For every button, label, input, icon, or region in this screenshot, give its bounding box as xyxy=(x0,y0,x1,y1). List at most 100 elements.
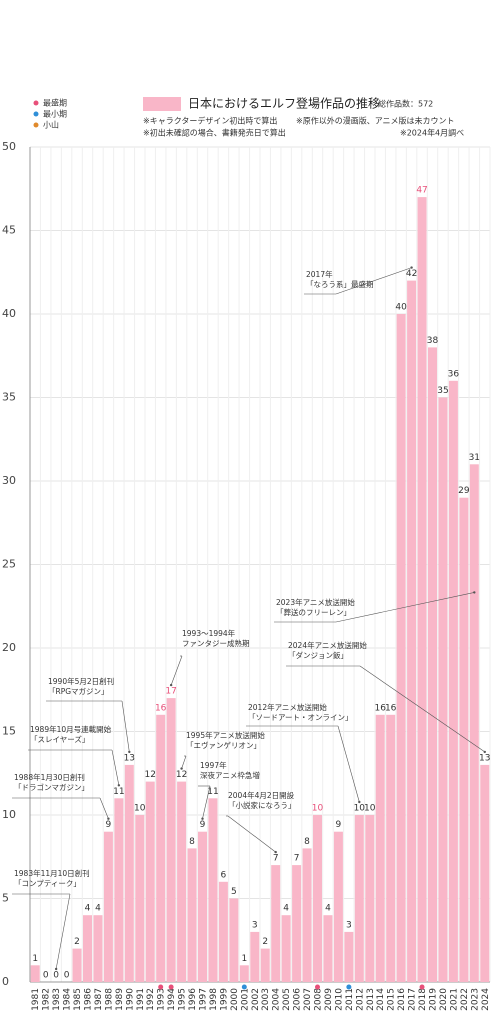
value-label: 10 xyxy=(134,804,146,814)
bar xyxy=(407,280,417,983)
x-tick-label: 2007 xyxy=(303,988,313,1011)
value-label: 12 xyxy=(176,770,187,780)
legend-label: 最小期 xyxy=(43,110,67,119)
annotation-pointer xyxy=(337,725,360,803)
y-tick-label: 15 xyxy=(2,725,16,738)
bar xyxy=(344,931,354,982)
pointer-head xyxy=(128,750,131,754)
x-tick-label: 2021 xyxy=(449,988,459,1011)
x-tick-label: 2008 xyxy=(314,988,324,1011)
value-label: 36 xyxy=(448,369,460,379)
value-label: 29 xyxy=(458,486,470,496)
bar xyxy=(208,798,218,982)
y-tick-label: 25 xyxy=(2,558,16,571)
bar xyxy=(145,781,155,982)
bar xyxy=(229,898,239,982)
x-tick-label: 1989 xyxy=(115,988,125,1011)
value-label: 9 xyxy=(106,820,112,830)
x-tick-label: 2015 xyxy=(387,988,397,1011)
title-swatch xyxy=(143,97,181,111)
bar xyxy=(292,865,302,982)
value-label: 0 xyxy=(64,971,70,981)
annotation-pointer xyxy=(202,785,211,819)
pointer-head xyxy=(473,591,476,594)
note: ※初出未確認の場合、書籍発売日で算出 xyxy=(143,128,286,138)
value-label: 47 xyxy=(416,186,427,196)
value-label: 4 xyxy=(85,904,91,914)
x-tick-label: 2022 xyxy=(460,988,470,1011)
legend-swatch xyxy=(33,111,39,117)
marker xyxy=(168,984,174,990)
x-tick-label: 2002 xyxy=(251,988,261,1011)
x-tick-label: 2000 xyxy=(230,988,240,1011)
y-tick-label: 35 xyxy=(2,391,16,404)
y-tick-label: 40 xyxy=(2,307,16,320)
pointer-head xyxy=(54,967,58,971)
value-label: 0 xyxy=(53,971,59,981)
annotation: ファンタジー成熟期 xyxy=(182,638,250,648)
bar xyxy=(218,881,228,982)
x-tick-label: 1982 xyxy=(42,988,52,1011)
x-tick-label: 1984 xyxy=(63,988,73,1011)
annotation: 「なろう系」最盛期 xyxy=(306,279,374,289)
bar xyxy=(469,464,479,982)
pointer-head xyxy=(180,767,183,770)
pointer-head xyxy=(410,266,413,269)
value-label: 31 xyxy=(469,453,480,463)
annotation: 2023年アニメ放送開始 xyxy=(276,597,355,607)
annotation-pointer xyxy=(111,749,120,786)
x-tick-label: 1983 xyxy=(52,988,62,1011)
x-tick-label: 1993 xyxy=(157,988,167,1011)
bar xyxy=(459,497,469,982)
x-tick-label: 1994 xyxy=(167,988,177,1011)
value-label: 4 xyxy=(95,904,101,914)
value-label: 9 xyxy=(336,820,342,830)
marker xyxy=(346,984,352,990)
annotation: 1993〜1994年 xyxy=(182,628,236,638)
bar xyxy=(187,848,197,982)
annotation: 1995年アニメ放送開始 xyxy=(186,730,265,740)
x-tick-label: 2005 xyxy=(282,988,292,1011)
x-tick-label: 2011 xyxy=(345,988,355,1011)
annotation: 「コンプティーク」 xyxy=(14,879,81,888)
bar xyxy=(177,781,187,982)
x-tick-label: 2020 xyxy=(439,988,449,1011)
bar xyxy=(166,698,176,982)
bar xyxy=(72,948,82,982)
y-tick-label: 0 xyxy=(2,975,9,988)
x-tick-label: 1990 xyxy=(125,988,135,1011)
y-tick-label: 50 xyxy=(2,140,16,153)
bar xyxy=(93,915,103,982)
x-tick-label: 2024 xyxy=(481,988,491,1011)
marker xyxy=(241,984,247,990)
value-label: 11 xyxy=(207,787,218,797)
annotation-pointer xyxy=(121,700,130,752)
bar xyxy=(480,764,490,982)
annotation: 2004年4月2日開設 xyxy=(228,790,295,800)
x-tick-label: 2003 xyxy=(261,988,271,1011)
value-label: 1 xyxy=(32,954,38,964)
x-tick-label: 1992 xyxy=(146,988,156,1011)
bar xyxy=(239,965,249,982)
bar xyxy=(354,815,364,982)
bar xyxy=(438,397,448,982)
x-tick-label: 2023 xyxy=(470,988,480,1011)
bar xyxy=(375,714,385,982)
x-tick-label: 1995 xyxy=(178,988,188,1011)
note: ※キャラクターデザイン初出時で算出 xyxy=(143,116,277,126)
bar xyxy=(103,831,113,982)
value-label: 7 xyxy=(294,854,300,864)
annotation: 1988年1月30日創刊 xyxy=(14,772,85,782)
bar xyxy=(83,915,92,982)
value-label: 10 xyxy=(364,804,376,814)
x-tick-label: 1988 xyxy=(104,988,114,1011)
value-label: 16 xyxy=(155,703,167,713)
x-tick-label: 1998 xyxy=(209,988,219,1011)
bar xyxy=(281,915,291,982)
x-tick-label: 1985 xyxy=(73,988,83,1011)
legend-label: 最盛期 xyxy=(43,98,67,108)
x-tick-label: 2001 xyxy=(240,988,250,1011)
bar xyxy=(428,347,437,982)
value-label: 2 xyxy=(262,937,268,947)
